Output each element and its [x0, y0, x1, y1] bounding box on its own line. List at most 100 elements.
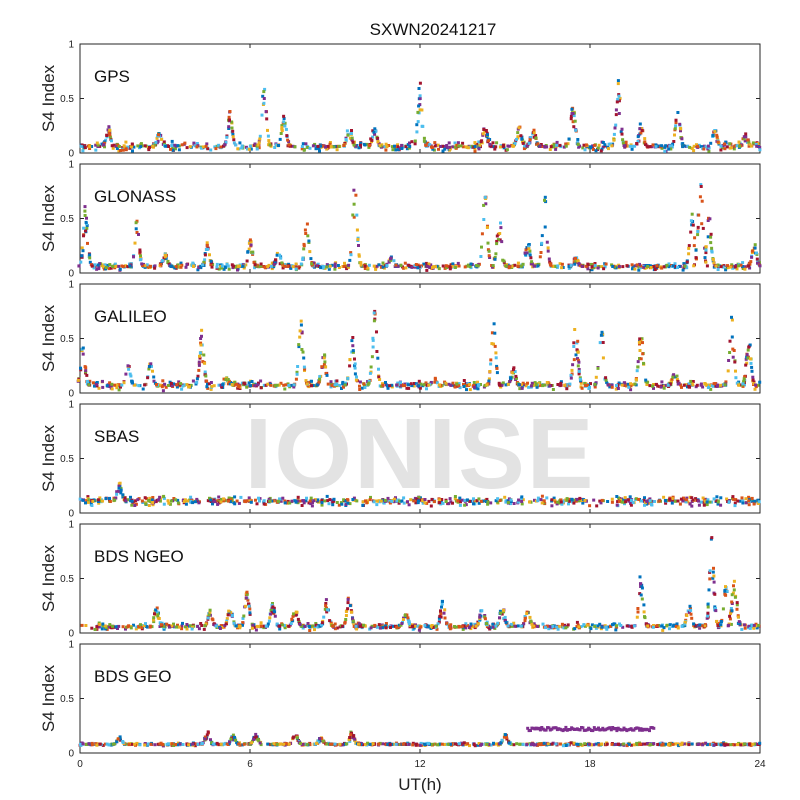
data-point	[738, 144, 742, 148]
data-point	[582, 623, 586, 627]
data-point	[108, 381, 112, 385]
data-point	[306, 234, 310, 238]
data-point	[227, 609, 231, 613]
data-point	[128, 264, 132, 268]
data-point	[222, 497, 226, 501]
data-point	[554, 147, 558, 151]
data-point	[645, 383, 649, 386]
data-point	[317, 146, 321, 150]
data-point	[375, 503, 379, 507]
data-point	[353, 364, 356, 368]
data-point	[731, 495, 735, 499]
data-point	[673, 127, 677, 131]
data-point	[137, 625, 141, 629]
data-point	[261, 94, 265, 98]
data-point	[573, 119, 577, 123]
data-point	[747, 742, 751, 746]
data-point	[256, 383, 260, 387]
data-point	[437, 147, 440, 151]
data-point	[209, 387, 213, 391]
data-point	[123, 496, 127, 500]
data-point	[257, 496, 260, 500]
data-point	[621, 625, 625, 629]
data-point	[671, 498, 675, 502]
data-point	[456, 261, 460, 265]
data-point	[405, 386, 409, 390]
data-point	[681, 142, 685, 146]
data-point	[94, 383, 98, 386]
data-point	[680, 137, 684, 141]
data-point	[572, 358, 576, 362]
data-point	[206, 616, 210, 620]
data-point	[200, 624, 204, 627]
data-point	[606, 625, 610, 629]
data-point	[597, 143, 601, 147]
data-point	[483, 617, 487, 621]
data-point	[462, 382, 465, 386]
data-point	[280, 124, 284, 128]
data-point	[210, 265, 214, 269]
data-point	[343, 620, 347, 624]
data-point	[480, 232, 484, 236]
data-point	[488, 626, 492, 630]
data-point	[281, 623, 284, 627]
data-point	[696, 233, 700, 237]
data-point	[644, 622, 648, 626]
data-point	[595, 504, 599, 508]
data-point	[81, 149, 85, 153]
data-point	[710, 250, 714, 254]
data-point	[195, 142, 199, 145]
data-point	[351, 349, 355, 353]
data-point	[369, 495, 372, 499]
data-point	[733, 504, 737, 508]
data-point	[82, 234, 85, 238]
data-point	[95, 625, 99, 629]
data-point	[485, 226, 489, 229]
data-point	[271, 602, 274, 605]
data-point	[734, 369, 737, 373]
data-point	[93, 628, 97, 631]
data-point	[349, 253, 353, 257]
data-point	[121, 493, 125, 497]
data-point	[519, 383, 523, 387]
data-point	[357, 244, 360, 247]
series-points	[79, 79, 762, 153]
data-point	[142, 624, 146, 628]
data-point	[592, 148, 595, 151]
data-point	[359, 624, 362, 628]
data-point	[368, 498, 372, 502]
data-point	[416, 624, 420, 628]
data-point	[263, 87, 267, 91]
data-point	[714, 499, 718, 503]
data-point	[496, 621, 500, 625]
data-point	[366, 380, 370, 383]
data-point	[299, 262, 303, 266]
data-point	[663, 145, 667, 149]
data-point	[451, 262, 455, 266]
data-point	[302, 501, 306, 505]
data-point	[119, 488, 123, 492]
data-point	[540, 501, 544, 505]
data-point	[431, 266, 434, 269]
panel-frame	[79, 643, 761, 754]
data-point	[188, 145, 192, 149]
data-point	[79, 260, 83, 264]
data-point	[256, 143, 260, 147]
data-point	[95, 267, 99, 271]
data-point	[706, 384, 710, 388]
data-point	[448, 627, 452, 631]
data-point	[443, 616, 447, 620]
data-point	[371, 135, 375, 139]
data-point	[350, 339, 354, 343]
data-point	[304, 499, 308, 503]
data-point	[515, 742, 519, 746]
data-point	[183, 498, 187, 502]
data-point	[259, 621, 263, 625]
data-point	[494, 145, 498, 149]
data-point	[175, 385, 179, 389]
data-point	[153, 264, 157, 268]
data-point	[727, 500, 731, 504]
data-point	[594, 375, 598, 379]
data-point	[162, 494, 166, 498]
